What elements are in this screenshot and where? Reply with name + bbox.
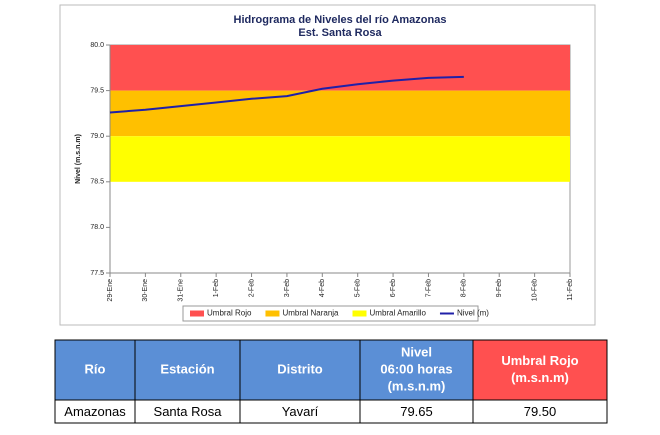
header-text: Estación [160,361,214,376]
header-text: Nivel [401,344,432,359]
chart-title: Hidrograma de Niveles del río Amazonas [234,14,447,26]
x-tick-label: 7-Feb [425,279,432,297]
x-tick-label: 3-Feb [284,279,291,297]
y-axis-label: Nivel (m.s.n.m) [75,134,82,184]
x-tick-label: 4-Feb [319,279,326,297]
x-tick-label: 6-Feb [390,279,397,297]
x-tick-label: 10-Feb [531,279,538,301]
header-cell [359,339,474,401]
x-tick-label: 30-Ene [142,279,149,302]
legend-label: Umbral Rojo [207,309,252,318]
x-tick-label: 9-Feb [496,279,503,297]
header-text: Distrito [277,361,323,376]
table-cell [472,399,608,424]
legend-swatch [352,310,367,317]
header-text: Río [85,361,106,376]
x-tick-label: 5-Feb [355,279,362,297]
y-tick-label: 78.0 [90,224,104,231]
cell-text: Amazonas [64,404,126,419]
legend-label: Nivel (m) [457,309,489,318]
legend-box [182,305,479,322]
chart-subtitle: Est. Santa Rosa [298,27,382,39]
header-text: (m.s.n.m) [511,370,569,385]
y-tick-label: 79.0 [90,133,104,140]
legend-swatch [190,310,204,317]
cell-text: Yavarí [282,404,319,419]
x-tick-label: 11-Feb [567,279,574,301]
y-tick-label: 80.0 [90,42,104,49]
y-tick-label: 79.5 [90,87,104,94]
cell-text: Santa Rosa [154,404,223,419]
legend-label: Umbral Naranja [282,309,339,318]
header-cell [472,339,608,401]
legend-swatch [265,310,280,317]
threshold-band [110,45,570,91]
threshold-band [110,136,570,182]
header-cell [54,339,136,401]
header-cell [239,339,361,401]
x-tick-label: 8-Feb [461,279,468,297]
y-tick-label: 77.5 [90,270,104,277]
header-text: Umbral Rojo [501,353,578,368]
y-tick-label: 78.5 [90,179,104,186]
cell-text: 79.50 [524,404,557,419]
x-tick-label: 2-Feb [248,279,255,297]
header-text: 06:00 horas [380,361,452,376]
header-text: (m.s.n.m) [388,378,446,393]
x-tick-label: 1-Feb [213,279,220,297]
threshold-band [110,90,570,137]
legend-label: Umbral Amarillo [370,309,427,318]
x-tick-label: 31-Ene [178,279,185,302]
x-tick-label: 29-Ene [107,279,114,302]
level-line [109,75,464,114]
header-cell [134,339,241,401]
cell-text: 79.65 [400,404,433,419]
